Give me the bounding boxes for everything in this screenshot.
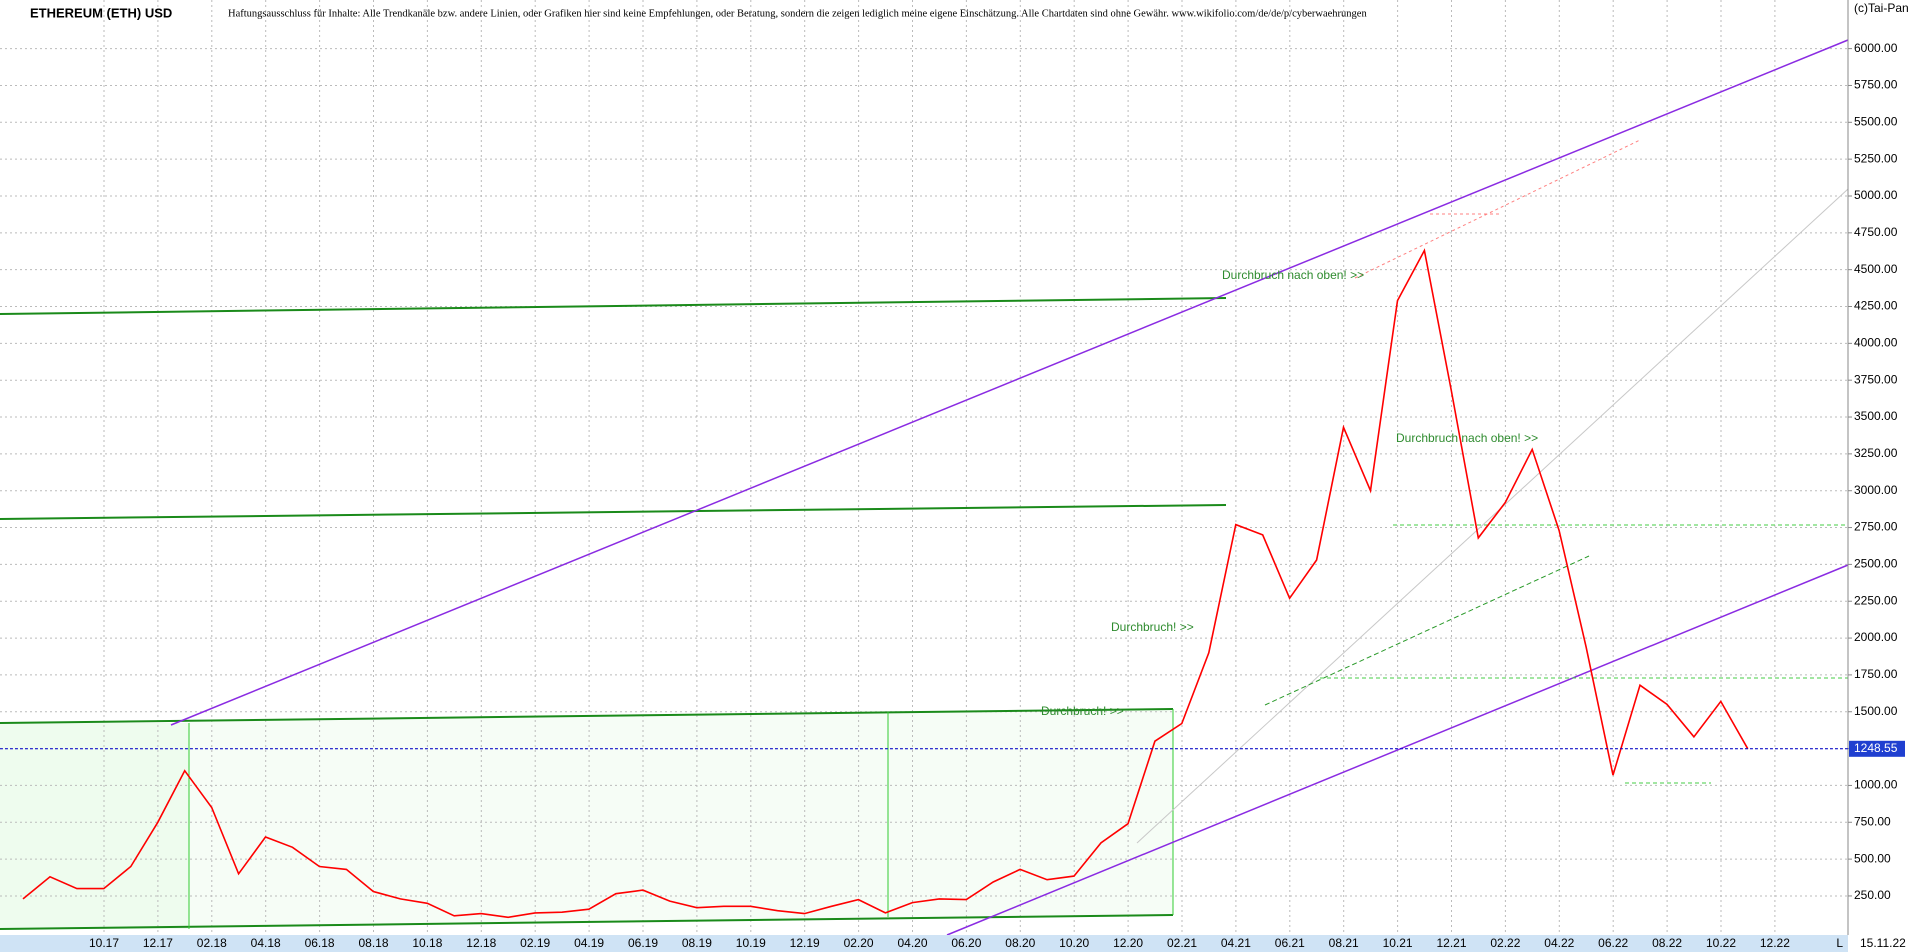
annotation: Durchbruch nach oben! >>	[1396, 431, 1538, 445]
x-tick-label: 12.17	[143, 936, 173, 950]
trend-line	[0, 914, 1174, 930]
price-line	[22, 248, 1749, 919]
x-tick-label: 08.22	[1652, 936, 1682, 950]
support-line	[1136, 188, 1849, 844]
y-tick-label: 4500.00	[1854, 262, 1898, 276]
x-tick-label: 06.20	[951, 936, 981, 950]
y-tick-label: 3500.00	[1854, 409, 1898, 423]
annotation: Durchbruch! >>	[1111, 620, 1194, 634]
y-tick-label: 500.00	[1854, 851, 1891, 865]
scale-mode: L	[1836, 936, 1843, 950]
y-tick-label: 5500.00	[1854, 114, 1898, 128]
y-tick-label: 3000.00	[1854, 483, 1898, 497]
y-tick-label: 3250.00	[1854, 446, 1898, 460]
chart-date: 15.11.22	[1860, 936, 1906, 950]
channel-line	[946, 564, 1849, 936]
x-tick-label: 02.20	[844, 936, 874, 950]
x-tick-label: 08.18	[358, 936, 388, 950]
y-tick-label: 5750.00	[1854, 78, 1898, 92]
x-tick-label: 10.17	[89, 936, 119, 950]
current-price-box	[1849, 740, 1905, 757]
x-tick-label: 02.19	[520, 936, 550, 950]
x-tick-label: 12.18	[466, 936, 496, 950]
trend-line	[0, 504, 1227, 520]
y-tick-label: 4750.00	[1854, 225, 1898, 239]
x-tick-label: 12.22	[1760, 936, 1790, 950]
x-tick-label: 02.21	[1167, 936, 1197, 950]
y-tick-label: 1750.00	[1854, 667, 1898, 681]
x-tick-label: 12.19	[790, 936, 820, 950]
x-tick-label: 04.22	[1544, 936, 1574, 950]
x-tick-label: 06.22	[1598, 936, 1628, 950]
disclaimer: Haftungsausschluss für Inhalte: Alle Tre…	[228, 8, 1367, 19]
x-tick-label: 10.21	[1383, 936, 1413, 950]
x-tick-label: 04.18	[251, 936, 281, 950]
x-tick-label: 10.22	[1706, 936, 1736, 950]
x-tick-label: 10.19	[736, 936, 766, 950]
y-tick-label: 1000.00	[1854, 778, 1898, 792]
y-tick-label: 4250.00	[1854, 299, 1898, 313]
x-tick-label: 10.20	[1059, 936, 1089, 950]
y-tick-label: 5000.00	[1854, 188, 1898, 202]
x-tick-label: 02.22	[1490, 936, 1520, 950]
channel-line	[170, 39, 1849, 726]
annotation: Durchbruch! >>	[1041, 704, 1124, 718]
y-tick-label: 2750.00	[1854, 520, 1898, 534]
y-tick-label: 1500.00	[1854, 704, 1898, 718]
trend-line	[0, 708, 1174, 724]
y-tick-label: 6000.00	[1854, 41, 1898, 55]
y-tick-label: 750.00	[1854, 814, 1891, 828]
x-tick-label: 04.19	[574, 936, 604, 950]
x-tick-label: 06.21	[1275, 936, 1305, 950]
annotation: Durchbruch nach oben! >>	[1222, 268, 1364, 282]
x-tick-label: 08.20	[1005, 936, 1035, 950]
y-axis-panel	[1848, 0, 1916, 952]
copyright: (c)Tai-Pan	[1854, 1, 1909, 15]
x-tick-label: 06.19	[628, 936, 658, 950]
x-tick-label: 08.21	[1329, 936, 1359, 950]
x-tick-label: 12.21	[1436, 936, 1466, 950]
x-axis-strip	[0, 935, 1848, 952]
x-tick-label: 04.21	[1221, 936, 1251, 950]
y-tick-label: 2500.00	[1854, 557, 1898, 571]
trend-line	[0, 297, 1227, 315]
y-tick-label: 5250.00	[1854, 151, 1898, 165]
y-tick-label: 2250.00	[1854, 593, 1898, 607]
fib-line	[1354, 139, 1641, 279]
y-tick-label: 4000.00	[1854, 336, 1898, 350]
chart-title: ETHEREUM (ETH) USD	[30, 5, 172, 20]
x-tick-label: 04.20	[897, 936, 927, 950]
zone-shade	[0, 723, 189, 929]
x-tick-label: 12.20	[1113, 936, 1143, 950]
y-tick-label: 2000.00	[1854, 630, 1898, 644]
zone-shade	[189, 709, 1173, 928]
y-tick-label: 3750.00	[1854, 372, 1898, 386]
x-tick-label: 10.18	[412, 936, 442, 950]
x-tick-label: 06.18	[305, 936, 335, 950]
current-price-label: 1248.55	[1854, 741, 1898, 755]
x-tick-label: 08.19	[682, 936, 712, 950]
x-tick-label: 02.18	[197, 936, 227, 950]
support-line	[1264, 555, 1590, 706]
y-tick-label: 250.00	[1854, 888, 1891, 902]
